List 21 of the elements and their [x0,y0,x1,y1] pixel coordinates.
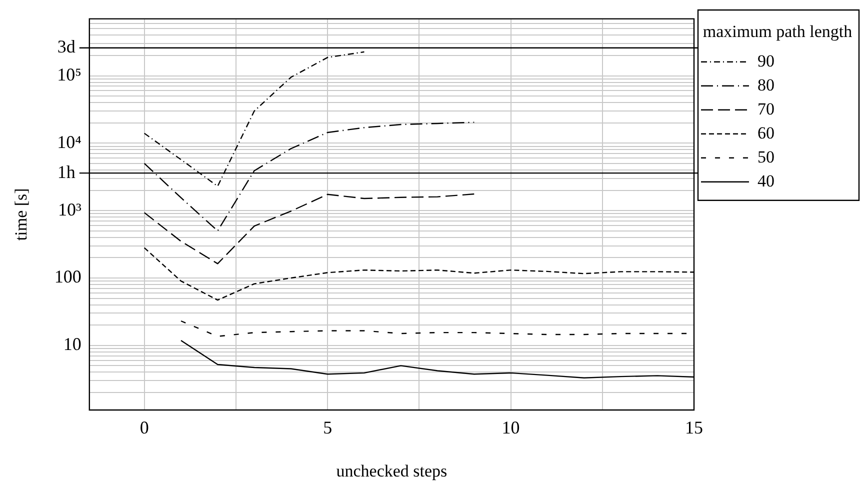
legend-label: 70 [758,99,851,118]
x-tick-label: 5 [323,418,332,438]
y-tick-label: 10 [63,334,82,354]
legend-label: 60 [758,123,851,142]
legend-label: 50 [758,147,851,166]
y-tick-label: 10⁵ [57,64,82,84]
y-tick-label: 10⁴ [57,132,82,152]
ref-line-label: 1h [57,162,76,182]
x-tick-label: 15 [685,418,703,438]
x-axis-title: unchecked steps [336,461,448,480]
legend-label: 40 [758,171,851,190]
ref-line-label: 3d [57,36,76,57]
y-axis-title: time [s] [12,188,31,241]
legend-title: maximum path length [702,22,853,41]
x-tick-label: 0 [140,418,149,438]
line-series [144,193,475,264]
legend-label: 90 [758,51,851,70]
y-tick-label: 100 [54,266,82,287]
x-tick-label: 10 [502,418,520,438]
legend-label: 80 [758,75,851,94]
y-tick-label: 10³ [58,199,82,220]
